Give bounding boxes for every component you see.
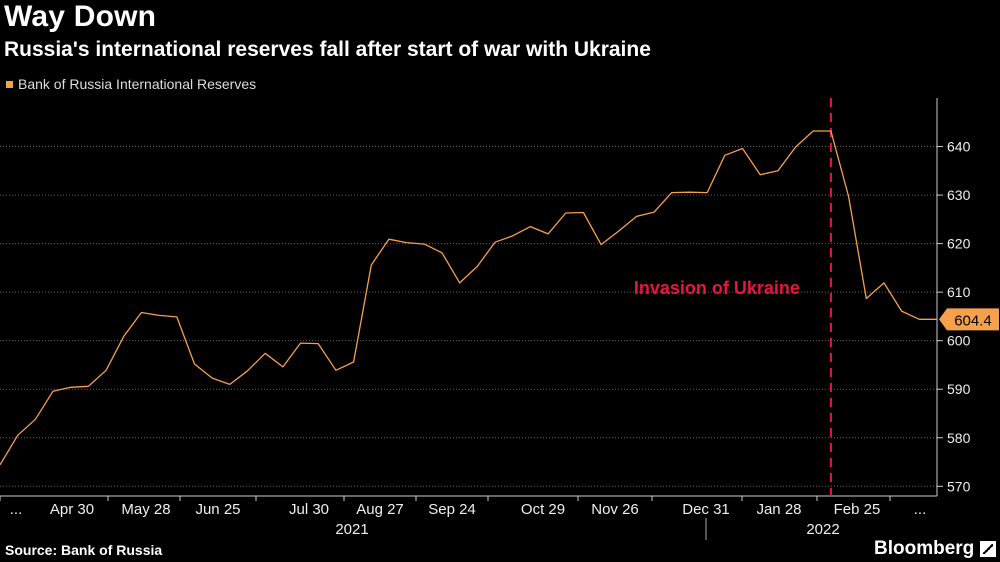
y-tick-label: 600 [947, 333, 971, 349]
y-tick-label: 570 [947, 478, 971, 494]
x-tick-label: ... [914, 501, 927, 518]
y-tick-label: 590 [947, 381, 971, 397]
x-tick-label: Dec 31 [682, 501, 730, 518]
chart-title: Way Down [4, 0, 157, 33]
series-line [0, 130, 937, 466]
x-year-label: 2022 [806, 521, 839, 538]
y-tick-label: 640 [947, 139, 971, 155]
x-tick-label: Sep 24 [428, 501, 476, 518]
y-tick-label: 610 [947, 284, 971, 300]
x-tick-label: Jun 25 [195, 501, 240, 518]
x-tick-label: Feb 25 [834, 501, 881, 518]
brand-name: Bloomberg [874, 538, 975, 559]
x-tick-label: Oct 29 [521, 501, 565, 518]
x-year-label: 2021 [335, 521, 368, 538]
legend-label: Bank of Russia International Reserves [18, 76, 257, 92]
y-tick-label: 620 [947, 236, 971, 252]
legend: Bank of Russia International Reserves [6, 76, 256, 92]
last-value-tag [939, 308, 999, 331]
x-tick-label: Nov 26 [591, 501, 639, 518]
annotation-label: Invasion of Ukraine [634, 278, 800, 298]
y-tick-label: 580 [947, 430, 971, 446]
legend-swatch [6, 80, 13, 88]
x-tick-label: Jan 28 [756, 501, 801, 518]
bloomberg-logo: Bloomberg [874, 538, 997, 560]
chart-subtitle: Russia's international reserves fall aft… [4, 38, 651, 61]
x-tick-label: Jul 30 [289, 501, 329, 518]
source-note: Source: Bank of Russia [5, 542, 163, 558]
terminal-icon [980, 541, 997, 557]
y-tick-label: 630 [947, 187, 971, 203]
x-tick-label: Apr 30 [50, 501, 94, 518]
x-tick-label: Aug 27 [356, 501, 404, 518]
last-value-label: 604.4 [954, 312, 992, 329]
x-tick-label: ... [10, 501, 23, 518]
x-tick-label: May 28 [121, 501, 170, 518]
